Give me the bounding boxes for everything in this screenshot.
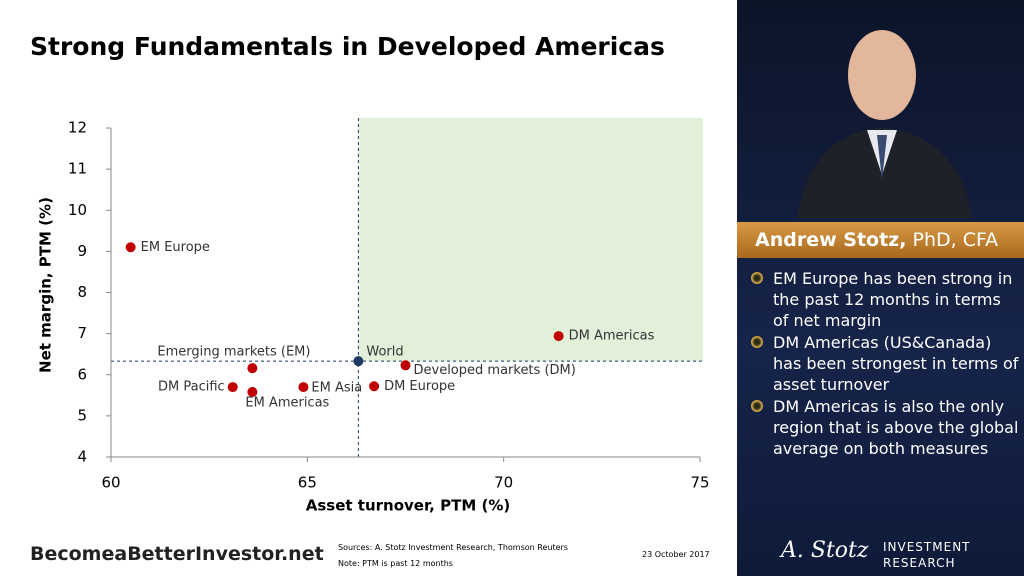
point-label: DM Europe: [384, 379, 455, 394]
sources: Sources: A. Stotz Investment Research, T…: [338, 543, 568, 552]
note: Note: PTM is past 12 months: [338, 559, 453, 568]
portrait: [797, 30, 972, 218]
y-tick-label: 5: [77, 406, 87, 424]
y-tick-label: 10: [68, 201, 87, 219]
point: [247, 363, 258, 374]
above-average-region: [358, 118, 703, 362]
bullet-list: EM Europe has been strong in the past 12…: [751, 268, 1021, 460]
y-tick-label: 8: [77, 283, 87, 301]
logo-line1: INVESTMENT: [883, 540, 971, 554]
point: [553, 331, 564, 342]
point: [125, 242, 136, 253]
point: [227, 382, 238, 393]
x-tick-label: 65: [298, 474, 317, 492]
name-credentials: PhD, CFA: [912, 229, 999, 251]
name-bar: Andrew Stotz, PhD, CFA: [737, 222, 1024, 258]
logo-script: A. Stotz: [781, 538, 869, 563]
logo-line2: RESEARCH: [883, 556, 956, 570]
point-label: World: [366, 345, 403, 360]
y-tick-label: 7: [77, 324, 87, 342]
x-tick-label: 70: [494, 474, 513, 492]
chart: Strong Fundamentals in Developed America…: [30, 32, 710, 515]
y-axis-title: Net margin, PTM (%): [37, 197, 55, 373]
site-name: BecomeaBetterInvestor.net: [30, 543, 324, 565]
bullet: DM Americas is also the only region that…: [751, 396, 1021, 459]
x-axis-title: Asset turnover, PTM (%): [306, 497, 510, 515]
point: [247, 387, 258, 398]
name-bold: Andrew Stotz,: [755, 229, 907, 251]
x-tick-label: 60: [101, 474, 120, 492]
date: 23 October 2017: [642, 550, 710, 559]
point-label: EM Europe: [141, 240, 210, 255]
y-tick-label: 6: [77, 365, 87, 383]
y-tick-label: 9: [77, 242, 87, 260]
y-tick-label: 12: [68, 119, 87, 137]
point-label: EM Americas: [245, 396, 329, 411]
point: [400, 360, 411, 371]
y-tick-label: 4: [77, 448, 87, 466]
point-label: Emerging markets (EM): [157, 345, 310, 360]
point-label: EM Asia: [311, 381, 362, 396]
bullet: EM Europe has been strong in the past 12…: [751, 268, 1021, 331]
point: [353, 356, 364, 367]
sidebar: Andrew Stotz, PhD, CFA EM Europe has bee…: [737, 0, 1024, 576]
point: [369, 381, 380, 392]
x-tick-label: 75: [690, 474, 709, 492]
point-label: Developed markets (DM): [414, 363, 576, 378]
point-label: DM Americas: [569, 329, 655, 344]
point-label: DM Pacific: [158, 380, 225, 395]
point: [298, 382, 309, 393]
y-tick-label: 11: [68, 160, 87, 178]
chart-title: Strong Fundamentals in Developed America…: [30, 32, 665, 61]
bullet: DM Americas (US&Canada) has been stronge…: [751, 332, 1021, 395]
